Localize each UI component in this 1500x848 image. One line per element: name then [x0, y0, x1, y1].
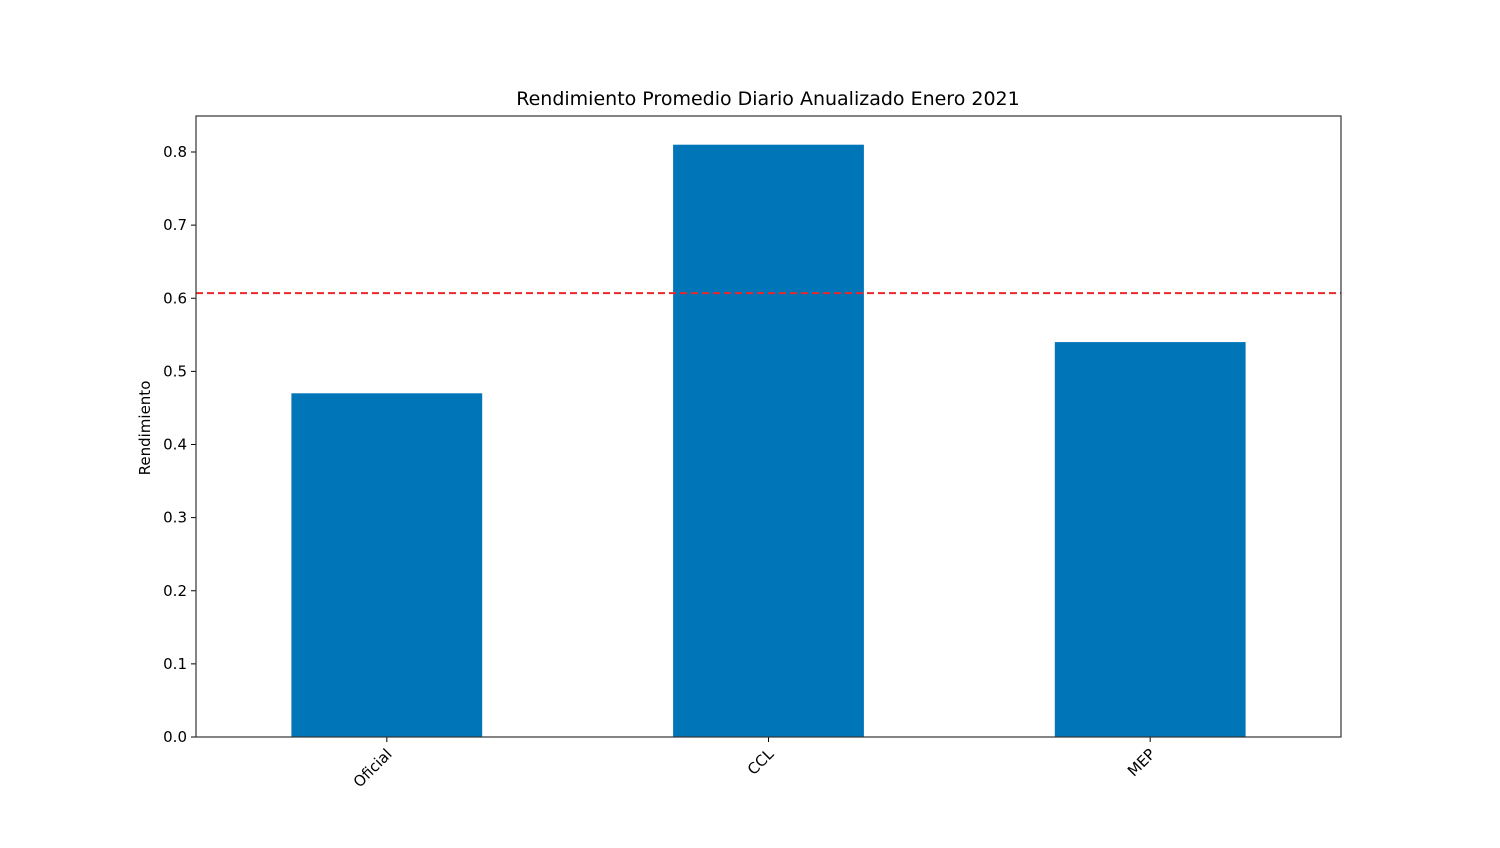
- x-tick-label-ccl: CCL: [744, 745, 778, 779]
- y-tick-label: 0.4: [163, 436, 187, 454]
- y-tick-label: 0.6: [163, 289, 187, 307]
- plot-frame: [195, 115, 1342, 738]
- bar-ccl: [673, 144, 864, 737]
- plot-area: Oficial CCL MEP 0.0 0.1 0.2 0.3 0.4 0.5 0.6 0.7 0.8: [163, 115, 1342, 791]
- y-tick-label: 0.1: [163, 655, 187, 673]
- y-tick-label: 0.7: [163, 216, 187, 234]
- y-axis-title: Rendimiento: [136, 381, 154, 476]
- y-tick-label: 0.0: [163, 728, 187, 746]
- y-tick-label: 0.8: [163, 143, 187, 161]
- x-tick-label-mep: MEP: [1124, 745, 1159, 780]
- x-tick-label-oficial: Oficial: [350, 745, 396, 791]
- bar-mep: [1054, 342, 1246, 737]
- y-tick-label: 0.2: [163, 582, 187, 600]
- y-tick-label: 0.3: [163, 509, 187, 527]
- y-tick-label: 0.5: [163, 362, 187, 380]
- bar-oficial: [291, 393, 483, 737]
- chart-title: Rendimiento Promedio Diario Anualizado E…: [516, 88, 1019, 110]
